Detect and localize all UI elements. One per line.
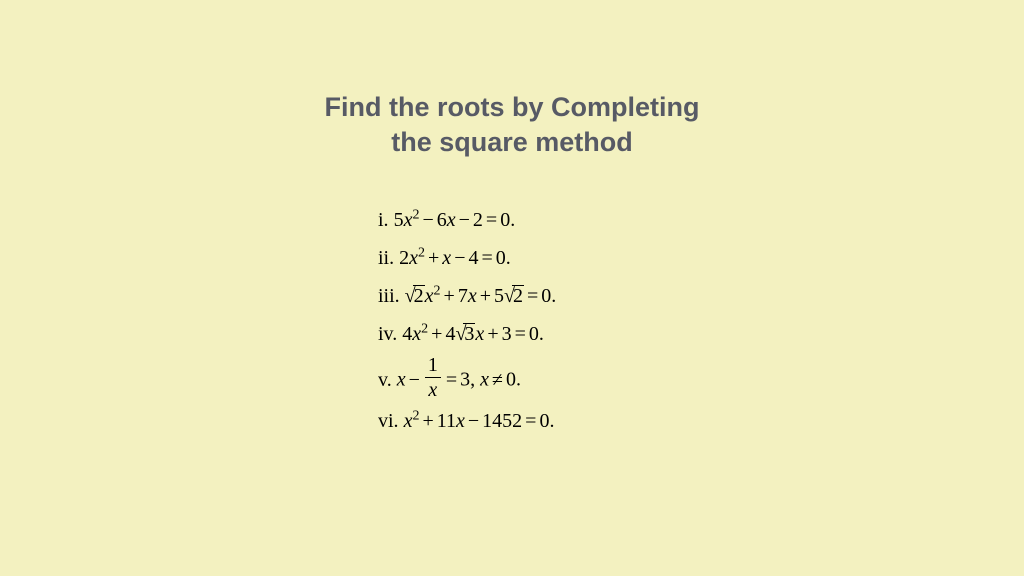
equation: x−1x=3, x≠0 xyxy=(397,367,516,389)
problem-label: ii. xyxy=(378,243,394,273)
problem-label: vi. xyxy=(378,406,399,436)
equation: √2x2+7x+5√2=0 xyxy=(405,285,552,307)
problem-vi: vi. x2+11x−1452=0. xyxy=(378,406,556,436)
problem-label: iv. xyxy=(378,319,397,349)
problem-label: i. xyxy=(378,205,389,235)
sqrt-icon: √2 xyxy=(405,281,425,311)
problem-label: iii. xyxy=(378,281,400,311)
equation: 5x2−6x−2=0 xyxy=(394,209,511,231)
equation: 4x2+4√3x+3=0 xyxy=(402,323,539,345)
fraction: 1x xyxy=(425,355,441,400)
problem-v: v. x−1x=3, x≠0. xyxy=(378,357,556,402)
title-line-2: the square method xyxy=(391,127,633,157)
page-title: Find the roots by Completing the square … xyxy=(0,90,1024,160)
problem-iii: iii. √2x2+7x+5√2=0. xyxy=(378,281,556,311)
problem-i: i. 5x2−6x−2=0. xyxy=(378,205,556,235)
sqrt-icon: √2 xyxy=(504,281,524,311)
problem-list: i. 5x2−6x−2=0. ii. 2x2+x−4=0. iii. √2x2+… xyxy=(378,205,556,444)
problem-iv: iv. 4x2+4√3x+3=0. xyxy=(378,319,556,349)
equation: x2+11x−1452=0 xyxy=(404,410,550,432)
sqrt-icon: √3 xyxy=(455,319,475,349)
equation: 2x2+x−4=0 xyxy=(399,247,506,269)
not-equal-icon: ≠ xyxy=(489,369,506,391)
problem-label: v. xyxy=(378,365,392,395)
problem-ii: ii. 2x2+x−4=0. xyxy=(378,243,556,273)
title-line-1: Find the roots by Completing xyxy=(325,92,700,122)
